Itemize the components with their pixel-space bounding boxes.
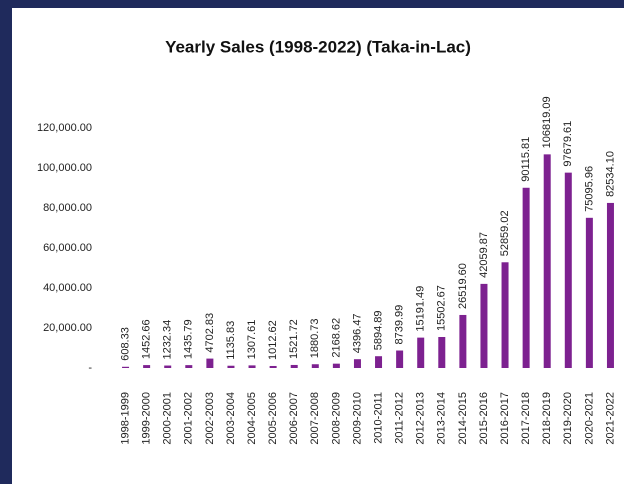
x-tick-label: 1998-1999: [119, 392, 131, 445]
bar: [585, 217, 593, 368]
bar: [185, 365, 193, 368]
x-tick-label: 2016-2017: [499, 392, 511, 445]
chart-area: [12, 8, 624, 484]
bar: [543, 154, 551, 368]
x-tick-label: 2002-2003: [204, 392, 216, 445]
bar: [164, 365, 172, 368]
data-label: 1880.73: [309, 318, 321, 358]
bar: [564, 172, 572, 368]
bar: [290, 364, 298, 368]
data-label: 15191.49: [415, 286, 427, 332]
x-tick-label: 2000-2001: [162, 392, 174, 445]
data-label: 82534.10: [604, 151, 616, 197]
data-label: 90115.81: [520, 137, 532, 182]
chart-title: Yearly Sales (1998-2022) (Taka-in-Lac): [165, 37, 471, 56]
bar: [353, 359, 361, 368]
y-tick-label: 120,000.00: [37, 122, 92, 134]
x-tick-label: 2018-2019: [541, 392, 553, 445]
x-tick-label: 2005-2006: [267, 392, 279, 445]
data-label: 4702.83: [204, 313, 216, 353]
data-label: 42059.87: [478, 232, 490, 278]
data-label: 52859.02: [499, 210, 511, 256]
y-tick-label: 60,000.00: [43, 242, 92, 254]
x-tick-label: 2017-2018: [520, 392, 532, 445]
y-tick-label: 80,000.00: [43, 202, 92, 214]
data-label: 1232.34: [162, 320, 174, 360]
bar: [227, 365, 235, 368]
bar: [606, 202, 614, 368]
bar: [417, 337, 425, 368]
bar: [375, 356, 383, 368]
data-label: 1521.72: [288, 319, 300, 359]
data-label: 1307.61: [246, 320, 258, 360]
x-tick-label: 2012-2013: [415, 392, 427, 445]
bar: [248, 365, 256, 368]
y-tick-label: 40,000.00: [43, 282, 92, 294]
x-tick-label: 2007-2008: [309, 392, 321, 445]
x-tick-label: 2019-2020: [562, 392, 574, 445]
bar: [438, 336, 446, 368]
bar: [501, 262, 509, 368]
x-tick-label: 2006-2007: [288, 392, 300, 445]
bar: [143, 365, 151, 368]
data-label: 4396.47: [351, 313, 363, 353]
bar: [311, 364, 319, 368]
data-label: 8739.99: [394, 305, 406, 345]
x-tick-label: 2003-2004: [225, 392, 237, 445]
data-label: 97679.61: [562, 121, 574, 167]
x-tick-label: 2008-2009: [330, 392, 342, 445]
data-label: 1012.62: [267, 320, 279, 360]
x-tick-label: 2020-2021: [583, 392, 595, 445]
x-tick-label: 2011-2012: [394, 392, 406, 444]
x-tick-label: 2004-2005: [246, 392, 258, 445]
bar: [122, 366, 130, 368]
x-tick-label: 2014-2015: [457, 392, 469, 445]
data-label: 1135.83: [225, 321, 237, 360]
data-label: 1452.66: [141, 319, 153, 359]
data-label: 75095.96: [583, 166, 595, 212]
x-tick-label: 2010-2011: [372, 392, 384, 444]
y-tick-label: -: [88, 362, 92, 374]
bar: [396, 350, 404, 368]
x-tick-label: 2021-2022: [604, 392, 616, 445]
bar: [522, 187, 530, 368]
x-tick-label: 2015-2016: [478, 392, 490, 445]
data-label: 2168.62: [330, 318, 342, 358]
bar: [269, 365, 277, 368]
y-tick-label: 100,000.00: [37, 162, 92, 174]
x-tick-label: 2009-2010: [351, 392, 363, 445]
data-label: 26519.60: [457, 263, 469, 309]
data-label: 15502.67: [436, 285, 448, 331]
data-label: 106819.09: [541, 96, 553, 148]
x-tick-label: 2013-2014: [436, 392, 448, 445]
bar: [480, 283, 488, 368]
bar: [459, 314, 467, 368]
x-tick-label: 1999-2000: [141, 392, 153, 445]
data-label: 608.33: [119, 327, 131, 361]
y-tick-label: 20,000.00: [43, 322, 92, 334]
data-label: 1435.79: [183, 319, 195, 359]
x-tick-label: 2001-2002: [183, 392, 195, 445]
bar: [332, 363, 340, 368]
bar: [206, 358, 214, 368]
data-label: 5894.89: [372, 310, 384, 350]
